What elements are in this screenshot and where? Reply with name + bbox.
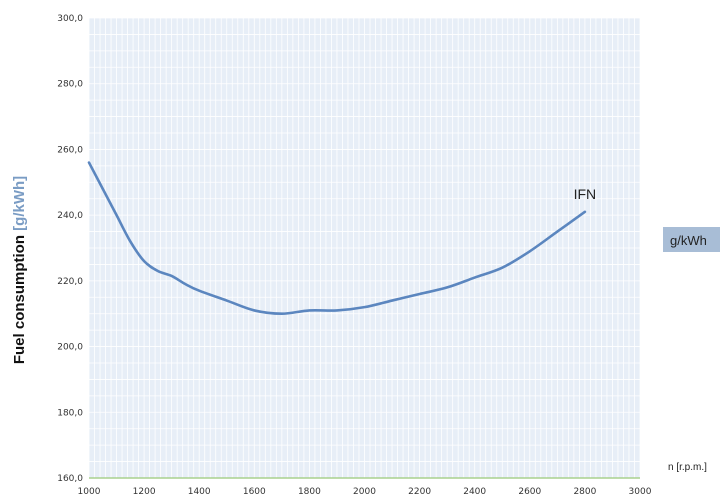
series-label-ifn: IFN (574, 186, 597, 202)
x-tick-label: 1400 (188, 487, 211, 497)
y-axis-label-unit: [g/kWh] (11, 176, 28, 235)
y-tick-label: 280,0 (57, 80, 83, 90)
x-tick-label: 2400 (463, 487, 486, 497)
x-tick-labels: 1000 1200 1400 1600 1800 2000 2200 2400 2600 2800… (78, 487, 652, 497)
y-tick-label: 180,0 (57, 408, 83, 418)
grid-lines (89, 18, 640, 478)
y-axis-label-text: Fuel consumption (11, 235, 28, 364)
y-axis-label: Fuel consumption [g/kWh] (11, 176, 28, 364)
y-tick-label: 160,0 (57, 474, 83, 484)
x-axis-label: n [r.p.m.] (668, 462, 707, 473)
y-tick-label: 260,0 (57, 145, 83, 155)
x-tick-label: 1600 (243, 487, 266, 497)
x-tick-label: 3000 (629, 487, 652, 497)
side-unit-tag-text: g/kWh (670, 233, 707, 248)
y-tick-label: 200,0 (57, 343, 83, 353)
x-tick-label: 2200 (408, 487, 431, 497)
y-tick-labels: 160,0 180,0 200,0 220,0 240,0 260,0 280,0 300,0 (57, 14, 83, 484)
x-tick-label: 1000 (78, 487, 101, 497)
x-tick-label: 1800 (298, 487, 321, 497)
y-tick-label: 240,0 (57, 211, 83, 221)
x-tick-label: 1200 (133, 487, 156, 497)
y-tick-label: 300,0 (57, 14, 83, 24)
x-tick-label: 2600 (518, 487, 541, 497)
y-tick-label: 220,0 (57, 277, 83, 287)
x-tick-label: 2800 (573, 487, 596, 497)
x-tick-label: 2000 (353, 487, 376, 497)
